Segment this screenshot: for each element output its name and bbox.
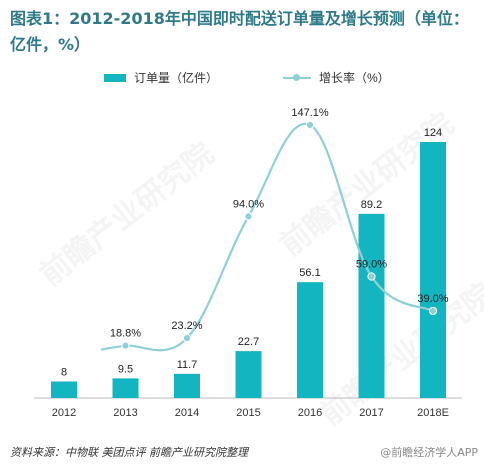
bar-value-label: 124 bbox=[424, 127, 442, 139]
x-tick-label: 2015 bbox=[236, 407, 260, 419]
brand-credit: @前瞻经济学人APP bbox=[380, 446, 478, 459]
legend: 订单量（亿件） 增长率（%） bbox=[0, 69, 484, 89]
x-tick-label: 2014 bbox=[175, 407, 199, 419]
legend-item-growth: 增长率（%） bbox=[283, 69, 390, 86]
bar-2014 bbox=[174, 373, 200, 398]
growth-point-2014 bbox=[182, 333, 192, 343]
growth-value-label: 59.0% bbox=[356, 259, 387, 271]
growth-point-2018E bbox=[428, 306, 438, 316]
source-note: 资料来源：中物联 美团点评 前瞻产业研究院整理 bbox=[10, 446, 248, 459]
bar-2013 bbox=[112, 378, 139, 398]
x-tick-label: 2013 bbox=[113, 407, 137, 419]
x-tick-label: 2017 bbox=[359, 407, 383, 419]
bar-2017 bbox=[358, 213, 385, 398]
x-tick-label: 2016 bbox=[298, 407, 322, 419]
bar-value-label: 22.7 bbox=[238, 336, 259, 348]
growth-value-label: 94.0% bbox=[233, 198, 264, 210]
legend-line-swatch bbox=[283, 73, 311, 83]
bar-2015 bbox=[235, 351, 262, 398]
bar-value-label: 11.7 bbox=[177, 359, 198, 371]
legend-bar-swatch bbox=[104, 73, 126, 82]
growth-point-2013 bbox=[121, 341, 130, 350]
bar-2018E bbox=[420, 142, 446, 398]
bar-value-label: 89.2 bbox=[361, 199, 382, 211]
bar-value-label: 8 bbox=[61, 366, 67, 378]
chart-svg: 8 2012 9.5 2013 11.7 2014 22.7 2015 56.1 2016 89.2… bbox=[34, 107, 462, 419]
chart-title: 图表1：2012-2018年中国即时配送订单量及增长预测（单位：亿件，%） bbox=[10, 9, 469, 54]
legend-label-orders: 订单量（亿件） bbox=[134, 71, 219, 85]
bar-2016 bbox=[297, 282, 323, 398]
growth-value-label: 18.8% bbox=[110, 328, 141, 340]
growth-point-2016 bbox=[305, 120, 315, 130]
legend-item-orders: 订单量（亿件） bbox=[104, 69, 218, 86]
growth-point-2015 bbox=[244, 212, 253, 221]
bar-value-label: 9.5 bbox=[118, 363, 133, 375]
legend-label-growth: 增长率（%） bbox=[319, 71, 390, 85]
bar-value-label: 56.1 bbox=[299, 267, 320, 279]
bar-2012 bbox=[51, 381, 77, 398]
x-tick-label: 2012 bbox=[52, 407, 76, 419]
x-tick-label: 2018E bbox=[417, 407, 449, 419]
growth-value-label: 147.1% bbox=[291, 107, 329, 119]
growth-point-2017 bbox=[367, 272, 376, 281]
growth-value-label: 23.2% bbox=[171, 320, 202, 332]
growth-value-label: 39.0% bbox=[417, 293, 448, 305]
